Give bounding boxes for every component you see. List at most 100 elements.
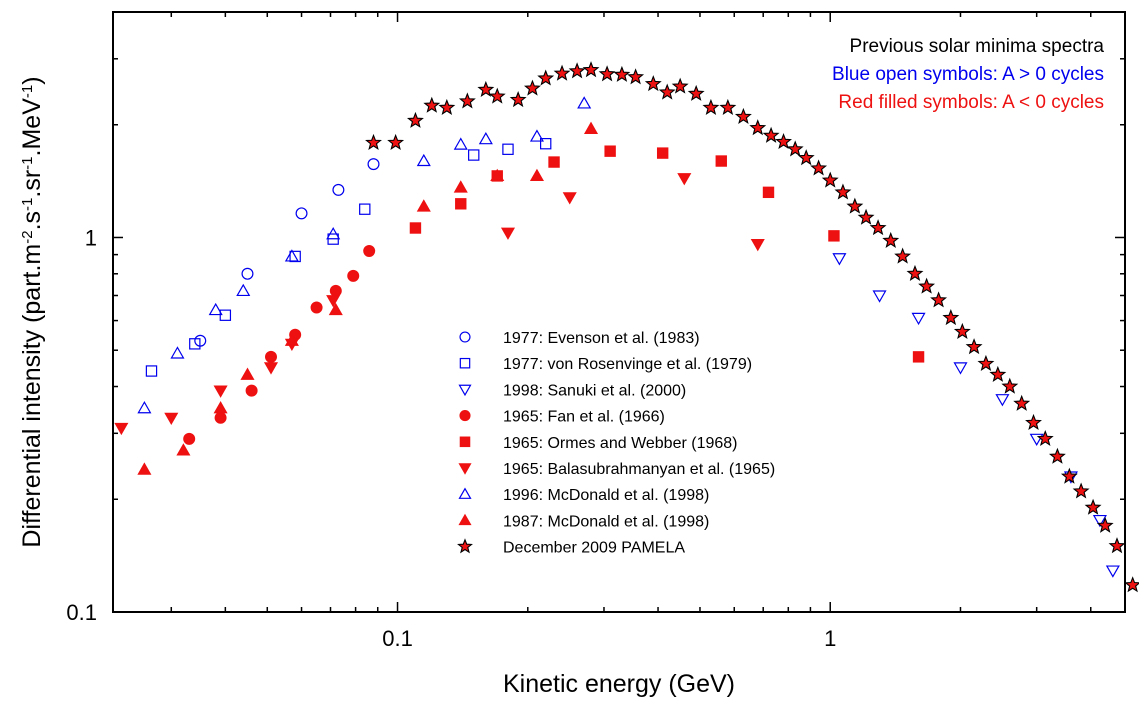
annotation-line: Blue open symbols: A > 0 cycles <box>832 64 1104 85</box>
data-point <box>329 284 342 297</box>
data-point <box>894 247 912 264</box>
legend-label: 1965: Balasubrahmanyan et al. (1965) <box>503 461 775 478</box>
data-point <box>656 147 669 159</box>
data-point <box>363 245 376 258</box>
legend-marker <box>458 487 472 499</box>
data-point <box>1025 413 1042 430</box>
data-point <box>183 432 196 445</box>
data-point <box>245 384 258 397</box>
legend-label: 1987: McDonald et al. (1998) <box>503 513 709 530</box>
y-axis-title: Differential intensity (part.m-2.s-1.sr-… <box>18 76 46 547</box>
legend-label: December 2009 PAMELA <box>503 540 685 557</box>
series-group <box>114 173 765 436</box>
data-point <box>490 168 505 182</box>
data-point <box>762 186 775 199</box>
data-point <box>453 137 468 150</box>
legend-label: 1996: McDonald et al. (1998) <box>503 487 709 504</box>
series-group <box>145 137 552 377</box>
data-point <box>869 219 887 236</box>
legend-marker <box>459 331 471 343</box>
data-point <box>240 367 255 380</box>
data-point <box>529 129 544 142</box>
legend-label: 1998: Sanuki et al. (2000) <box>503 382 686 399</box>
data-point <box>114 422 129 436</box>
data-point <box>488 87 506 104</box>
legend-marker <box>458 513 472 526</box>
data-point <box>912 351 925 363</box>
data-point <box>797 149 815 166</box>
legend-marker <box>457 538 473 554</box>
legend-marker <box>459 410 471 422</box>
data-point <box>365 133 382 150</box>
series-group <box>137 121 599 475</box>
series-group <box>832 253 1120 578</box>
data-point <box>241 267 254 280</box>
data-point <box>213 385 228 398</box>
data-point <box>702 98 720 115</box>
data-point <box>295 207 308 220</box>
data-point <box>687 84 705 101</box>
data-point <box>906 264 924 281</box>
legend-marker <box>459 357 471 369</box>
legend-marker <box>458 463 472 475</box>
data-point <box>332 183 345 196</box>
data-point <box>406 111 424 128</box>
data-point <box>627 68 645 85</box>
data-point <box>821 171 839 188</box>
data-point <box>310 301 323 314</box>
data-point <box>719 98 737 115</box>
data-point <box>582 61 600 78</box>
data-point <box>137 401 152 414</box>
data-point <box>359 203 371 215</box>
data-point <box>749 119 767 136</box>
data-point <box>263 362 279 375</box>
data-point <box>977 354 995 371</box>
data-point <box>828 230 840 242</box>
data-point <box>911 312 926 326</box>
data-point <box>568 62 586 79</box>
data-point <box>416 153 431 167</box>
data-point <box>846 197 864 214</box>
legend-label: 1977: Evenson et al. (1983) <box>503 330 700 347</box>
data-point <box>583 121 599 134</box>
data-point <box>1060 467 1078 484</box>
data-point <box>523 79 541 96</box>
data-point <box>409 222 422 234</box>
data-point <box>775 133 792 150</box>
data-point <box>367 158 380 171</box>
data-point <box>284 249 299 262</box>
data-point <box>509 91 527 108</box>
x-tick-label: 1 <box>824 626 836 651</box>
data-point <box>562 192 577 205</box>
data-point <box>1029 433 1044 447</box>
data-point <box>438 98 456 115</box>
data-point <box>671 77 689 94</box>
x-tick-label: 0.1 <box>382 626 413 651</box>
data-point <box>832 253 847 266</box>
data-point <box>604 145 616 157</box>
data-point <box>930 291 948 308</box>
data-point <box>347 269 360 282</box>
data-point <box>176 443 191 456</box>
data-point <box>213 401 228 414</box>
data-point <box>553 64 571 81</box>
data-point <box>1036 429 1054 447</box>
data-point <box>1013 394 1031 411</box>
data-point <box>539 137 552 150</box>
data-point <box>1105 565 1120 578</box>
data-point <box>953 362 968 375</box>
data-point <box>326 227 341 240</box>
data-point <box>965 338 983 355</box>
data-point <box>236 283 251 297</box>
data-point <box>715 155 727 167</box>
data-point <box>1096 516 1114 533</box>
legend-label: 1977: von Rosenvinge et al. (1979) <box>503 356 752 373</box>
data-point <box>857 208 875 225</box>
y-tick-label: 1 <box>85 225 97 250</box>
annotation-line: Previous solar minima spectra <box>850 36 1105 57</box>
data-point <box>644 75 662 92</box>
data-point <box>416 199 431 212</box>
data-point <box>137 462 152 475</box>
series-group <box>365 61 1139 593</box>
